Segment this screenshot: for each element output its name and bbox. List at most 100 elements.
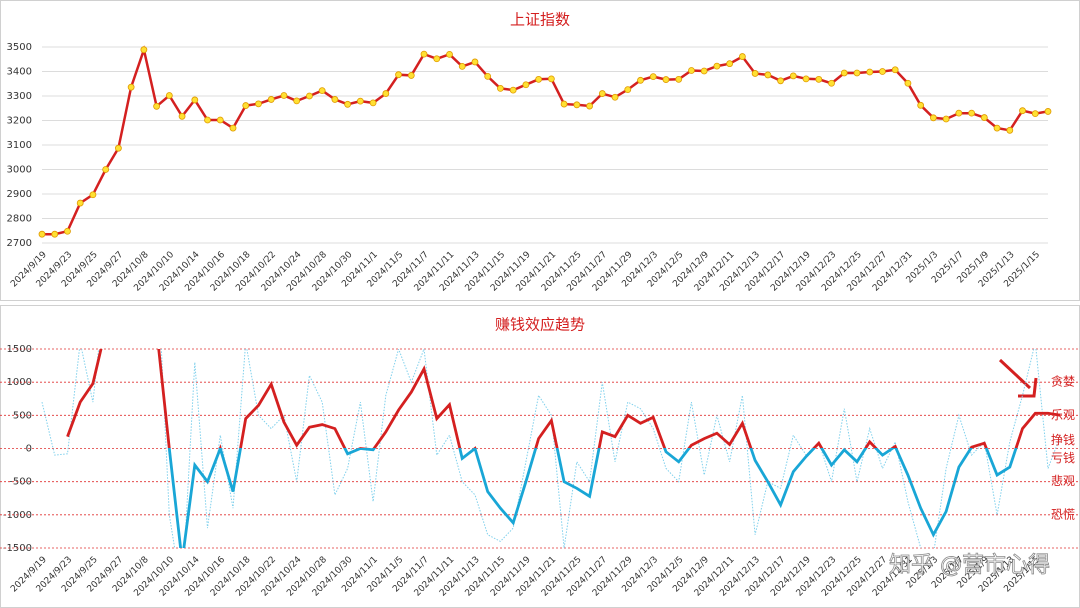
y-tick-label: 1000 xyxy=(7,377,32,388)
point-marker xyxy=(204,116,211,124)
point-marker xyxy=(471,58,479,66)
point-marker xyxy=(1006,126,1014,134)
point-marker xyxy=(789,72,797,80)
point-marker xyxy=(446,50,453,58)
chart-title: 赚钱效应趋势 xyxy=(495,316,585,334)
point-marker xyxy=(395,71,402,79)
arrow xyxy=(998,358,1032,390)
point-marker xyxy=(738,53,746,60)
point-marker xyxy=(127,83,135,91)
point-marker xyxy=(191,96,199,104)
point-marker xyxy=(815,75,823,83)
point-marker xyxy=(942,115,950,123)
y-tick-label: 3200 xyxy=(7,116,32,127)
point-marker xyxy=(318,87,326,95)
point-marker xyxy=(369,99,377,107)
point-marker xyxy=(968,109,975,117)
y-tick-label: 3400 xyxy=(7,67,32,78)
point-marker xyxy=(280,92,288,99)
annotation: 亏钱 xyxy=(1051,450,1075,465)
y-tick-label: 500 xyxy=(13,410,32,421)
point-marker xyxy=(420,50,428,58)
annotation: 挣钱 xyxy=(1051,432,1075,447)
line-positive xyxy=(66,349,1060,448)
point-marker xyxy=(713,62,721,70)
point-marker xyxy=(891,66,899,74)
point-marker xyxy=(115,144,122,152)
y-tick-label: 3000 xyxy=(7,165,32,176)
point-marker xyxy=(1019,107,1026,115)
point-marker xyxy=(840,69,848,77)
point-marker xyxy=(407,72,415,79)
point-marker xyxy=(153,102,161,110)
point-marker xyxy=(929,114,937,122)
y-tick-label: -1500 xyxy=(3,543,32,554)
point-marker xyxy=(344,100,352,108)
point-marker xyxy=(1031,110,1039,118)
point-marker xyxy=(306,92,313,100)
point-marker xyxy=(331,96,339,103)
point-marker xyxy=(980,114,988,121)
arrow-head xyxy=(1018,377,1038,398)
point-marker xyxy=(624,86,632,94)
point-marker xyxy=(64,227,71,235)
point-marker xyxy=(356,97,364,105)
point-marker xyxy=(560,100,568,108)
point-marker xyxy=(102,166,110,173)
point-marker xyxy=(522,81,530,89)
point-marker xyxy=(955,109,963,117)
chart-title: 上证指数 xyxy=(510,11,570,29)
point-marker xyxy=(777,77,784,85)
point-marker xyxy=(802,75,810,83)
point-marker xyxy=(38,230,46,238)
point-marker xyxy=(242,102,250,109)
point-marker xyxy=(662,76,670,83)
point-marker xyxy=(140,46,148,54)
point-marker xyxy=(637,76,644,84)
point-marker xyxy=(535,75,543,83)
point-marker xyxy=(586,102,593,110)
point-marker xyxy=(904,79,912,87)
y-tick-label: 3300 xyxy=(7,91,32,102)
point-marker xyxy=(216,116,224,124)
point-marker xyxy=(993,124,1001,132)
point-marker xyxy=(51,230,59,238)
point-marker xyxy=(178,112,186,120)
watermark: 知乎 @营市心得 xyxy=(889,553,1050,578)
point-marker xyxy=(649,73,657,81)
y-tick-label: 1500 xyxy=(7,344,32,355)
point-marker xyxy=(497,85,504,92)
point-marker xyxy=(1044,108,1052,115)
y-tick-label: 2900 xyxy=(7,189,32,200)
point-marker xyxy=(853,69,861,77)
point-marker xyxy=(165,92,173,99)
point-marker xyxy=(573,101,581,109)
point-marker xyxy=(879,68,886,75)
annotation: 乐观 xyxy=(1051,408,1075,422)
point-marker xyxy=(700,67,708,75)
point-marker xyxy=(547,75,555,83)
y-tick-label: 3500 xyxy=(7,42,32,53)
point-marker xyxy=(484,73,492,80)
point-marker xyxy=(89,191,97,199)
annotation: 贪婪 xyxy=(1051,374,1075,389)
point-marker xyxy=(726,60,734,68)
y-tick-label: 3100 xyxy=(7,140,32,151)
point-marker xyxy=(293,97,301,105)
point-marker xyxy=(76,199,84,207)
line xyxy=(41,349,1060,548)
y-tick-label: -500 xyxy=(9,477,32,488)
y-tick-label: 0 xyxy=(26,444,32,455)
point-marker xyxy=(917,101,925,109)
line-negative xyxy=(167,448,1018,548)
y-tick-label: 2700 xyxy=(7,238,32,249)
point-marker xyxy=(611,93,619,101)
y-tick-label: -1000 xyxy=(3,510,32,521)
point-marker xyxy=(229,124,237,132)
point-marker xyxy=(688,67,695,74)
point-marker xyxy=(458,62,466,70)
annotation: 悲观 xyxy=(1051,473,1075,488)
y-tick-label: 2800 xyxy=(7,214,32,225)
point-marker xyxy=(382,90,390,97)
